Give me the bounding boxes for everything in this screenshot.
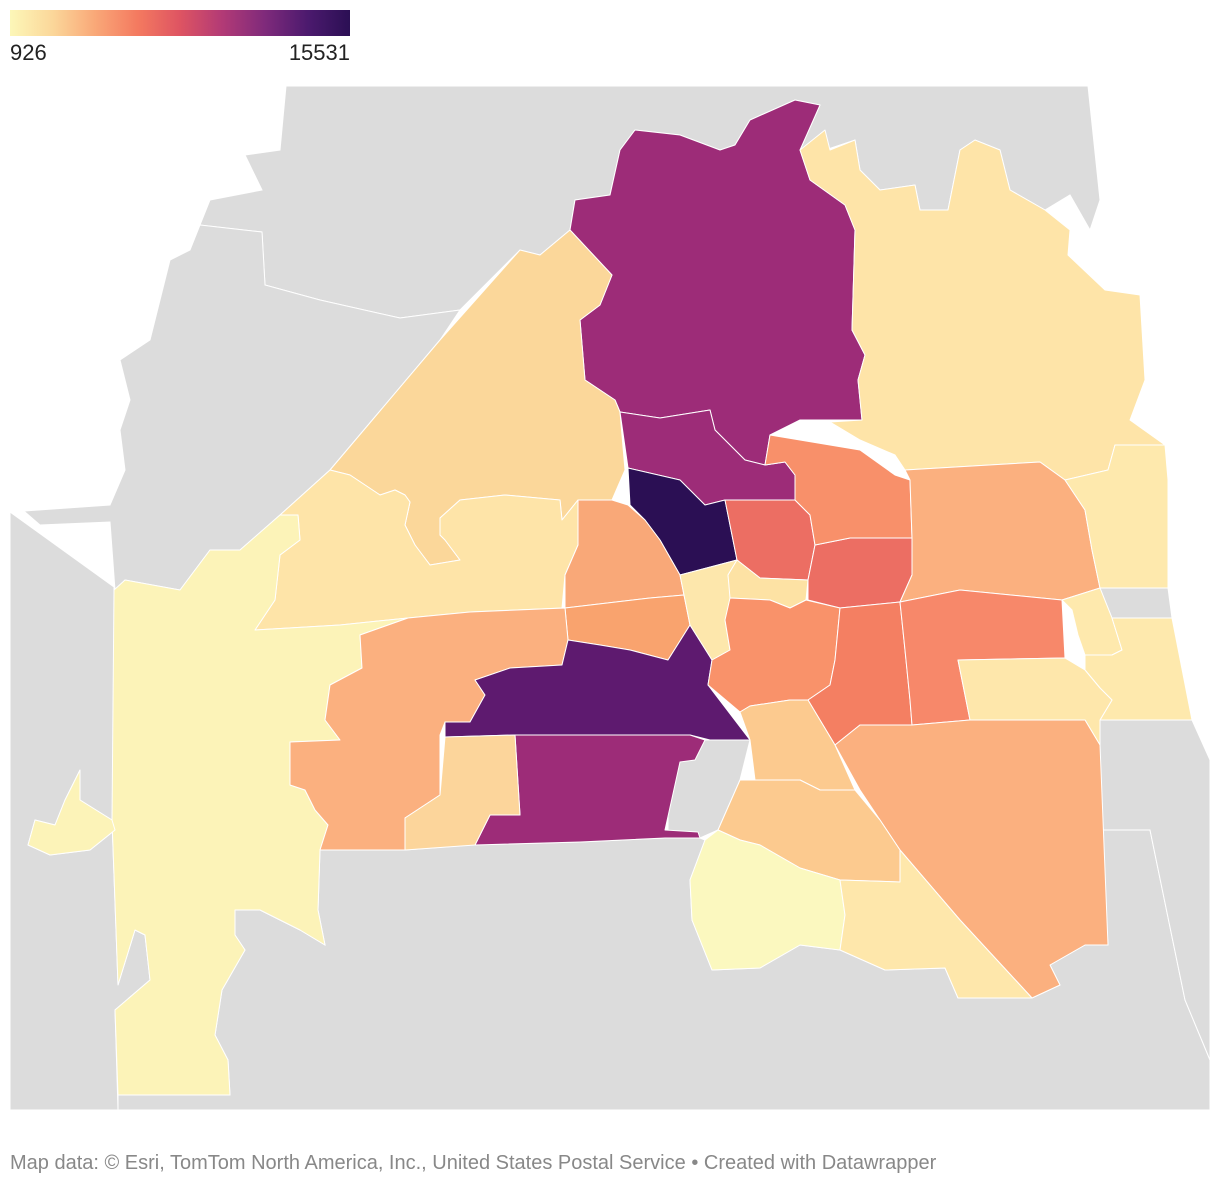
footer-separator: • [691,1152,699,1174]
map-region [807,537,913,609]
background-region [1099,719,1211,1061]
map-region [799,129,1166,481]
map-region [1064,444,1169,589]
map-region [27,769,116,856]
map-footer: Map data: © Esri, TomTom North America, … [10,1152,936,1175]
background-region [1099,587,1173,619]
color-legend: 926 15531 [10,10,350,70]
choropleth-map [9,85,1211,1111]
footer-credit: Created with Datawrapper [703,1152,937,1174]
legend-min-label: 926 [10,40,47,65]
legend-max-label: 15531 [288,40,350,65]
data-regions [27,99,1193,1096]
map-region [404,734,521,851]
map-region [764,434,913,546]
map-region [839,849,1033,999]
legend-gradient-bar [10,10,350,36]
footer-source: Map data: © Esri, TomTom North America, … [10,1152,686,1174]
